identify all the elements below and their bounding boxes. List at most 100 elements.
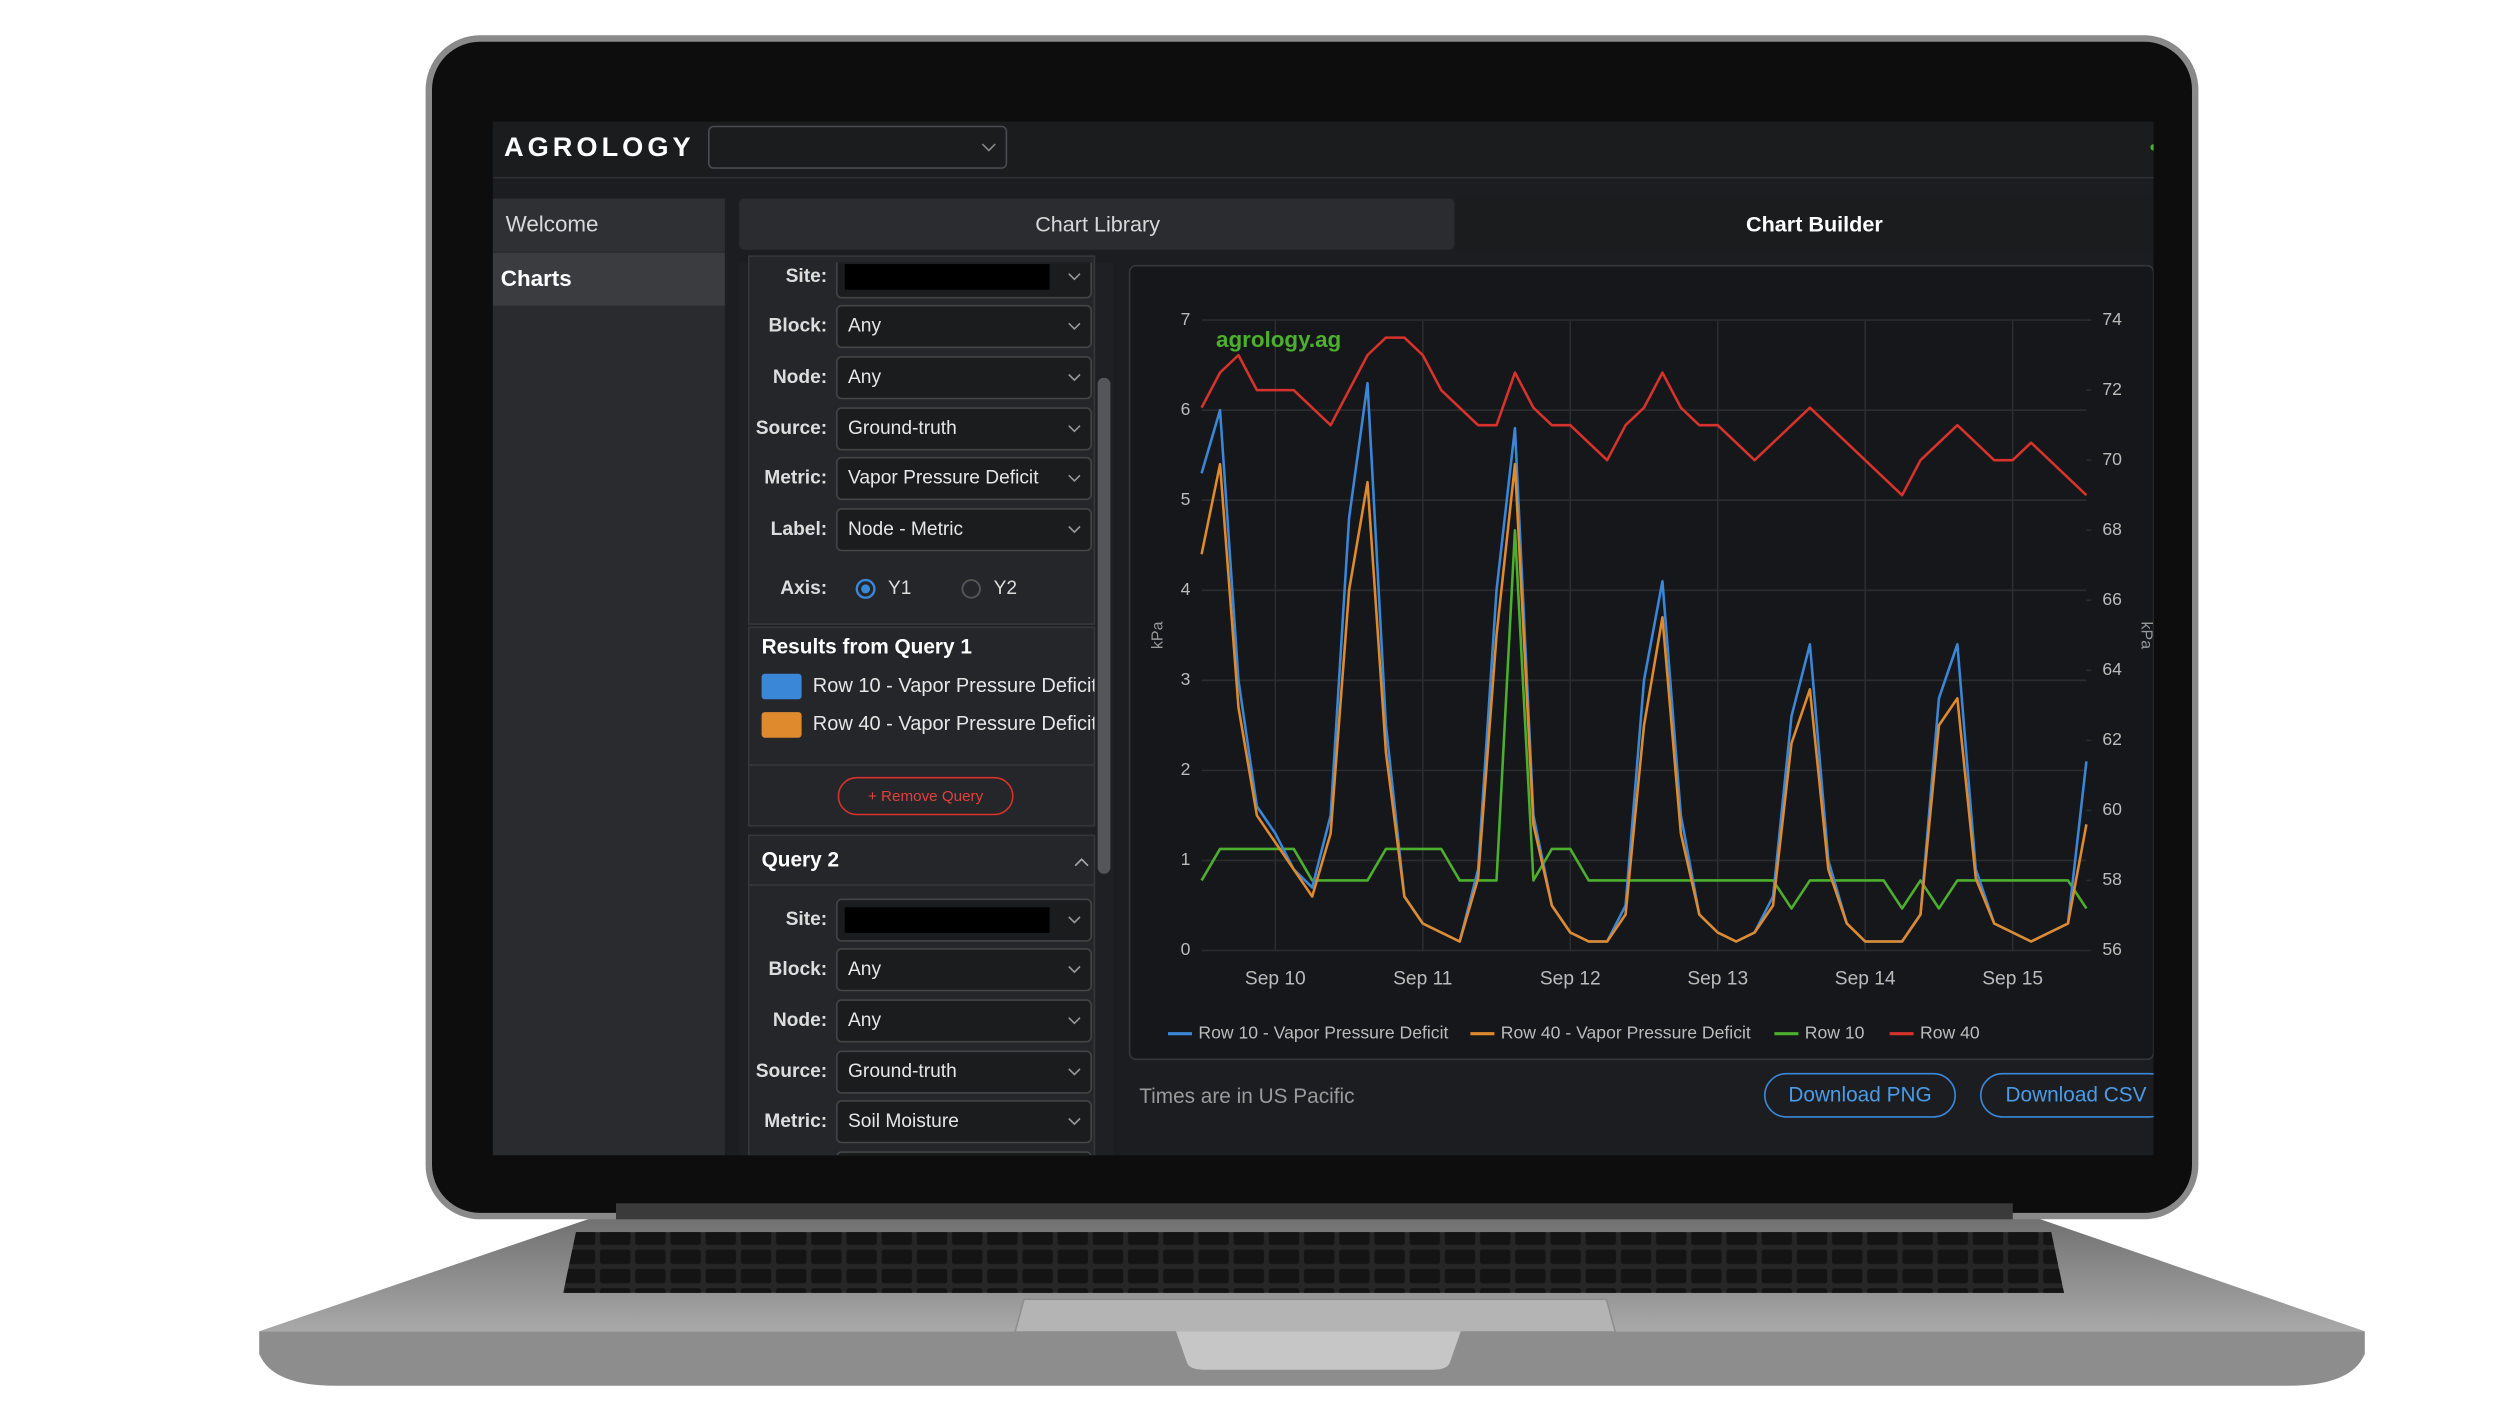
radio-label[interactable]: Y2 [994,578,1017,599]
field-label: Block: [769,959,828,980]
tab[interactable] [739,198,1455,250]
field-label: Source: [756,418,827,439]
sidebar [492,198,725,1156]
radio-selected[interactable] [855,578,876,599]
field-label: Site: [786,909,828,930]
select-chevron [1068,525,1081,534]
query2-title: Query 2 [762,848,839,871]
status-dot [2150,144,2154,151]
hinge [616,1203,2013,1220]
axis-label: Axis: [780,578,827,599]
series-line [1200,462,2088,943]
field-label: Node: [773,367,827,388]
series-line [1200,528,2088,910]
download-png-label[interactable]: Download PNG [1788,1084,1931,1107]
site-redacted [844,264,1050,290]
select[interactable] [836,508,1092,552]
brand: AGROLOGY [504,131,695,162]
sidebar-item-bg[interactable] [492,198,725,252]
y2-tick-label: 66 [2102,589,2122,609]
keyboard-keys [563,1232,2065,1293]
select[interactable] [836,1100,1092,1144]
y2-tick-label: 64 [2102,659,2122,679]
select[interactable] [836,1050,1092,1094]
y-tick-label: 2 [1181,759,1191,779]
result-label: Row 40 - Vapor Pressure Deficit [813,713,1098,735]
select[interactable] [836,999,1092,1043]
legend-label: Row 10 - Vapor Pressure Deficit [1198,1022,1448,1042]
site-redacted [844,907,1050,933]
y-tick-label: 4 [1181,579,1191,599]
select-value: Any [848,367,881,388]
collapse-chevron[interactable] [1074,858,1089,867]
select-value: Ground-truth [848,418,957,439]
select[interactable] [836,304,1092,349]
y2-tick-label: 56 [2102,939,2122,959]
remove-query-label[interactable]: + Remove Query [868,788,984,805]
results-title: Results from Query 1 [762,636,972,659]
app: AGROLOGY Welcome Charts Chart Library Ch… [492,121,2171,1194]
field-label: Metric: [764,468,827,489]
select[interactable] [836,456,1092,501]
download-csv-label[interactable]: Download CSV [2005,1084,2146,1107]
watermark: agrology.ag [1216,327,1341,352]
tab-label[interactable]: Chart Builder [1746,211,1883,236]
results-box [748,626,1096,827]
select[interactable] [836,407,1092,451]
field-label: Label: [771,519,828,540]
y-tick-label: 1 [1181,849,1191,869]
x-tick-label: Sep 13 [1687,968,1748,989]
y2-tick-label: 58 [2102,869,2122,889]
scrollbar[interactable] [1097,377,1111,874]
radio[interactable] [961,579,981,599]
select-chevron [1068,1117,1081,1126]
site-dropdown[interactable] [708,125,1008,169]
laptop-notch [1176,1331,1461,1370]
legend-label: Row 40 [1920,1022,1980,1042]
tab-active[interactable] [1456,198,2154,250]
y2-tick-label: 74 [2102,309,2122,329]
y2-tick-label: 68 [2102,519,2122,539]
result-swatch [761,712,802,738]
sidebar-item-active[interactable] [492,252,725,306]
dropdown-chevron [981,143,996,152]
download-csv-button[interactable] [1980,1072,2171,1118]
y-tick-label: 6 [1181,399,1191,419]
chart-panel [1128,264,2154,1061]
sidebar-item[interactable]: Welcome [506,212,599,237]
y2-tick-label: 62 [2102,729,2122,749]
series-line [1200,381,2088,943]
select-chevron [1068,373,1081,382]
timezone-note: Times are in US Pacific [1139,1085,1354,1108]
radio-label[interactable]: Y1 [888,578,911,599]
y-tick-label: 7 [1181,309,1191,329]
x-tick-label: Sep 12 [1540,968,1601,989]
field-label: Node: [773,1010,827,1031]
legend-label: Row 40 - Vapor Pressure Deficit [1501,1022,1751,1042]
sidebar-item[interactable]: Charts [501,266,572,291]
y-tick-label: 5 [1181,489,1191,509]
x-tick-label: Sep 15 [1982,968,2043,989]
select-chevron [1068,322,1081,331]
select-chevron [1068,474,1081,483]
select-value: Vapor Pressure Deficit [848,468,1039,489]
select-value: Ground-truth [848,1061,957,1082]
tab-label[interactable]: Chart Library [1035,211,1160,236]
field-label: Block: [769,316,828,337]
select-chevron [1068,916,1081,924]
legend-label: Row 10 [1805,1022,1865,1042]
remove-query-button[interactable] [837,776,1014,816]
y2-tick-label: 60 [2102,799,2122,819]
field-label: Site: [786,266,828,287]
x-tick-label: Sep 14 [1835,968,1896,989]
select-chevron [1068,1017,1081,1025]
select[interactable] [836,356,1092,400]
y-tick-label: 0 [1181,939,1191,959]
download-png-button[interactable] [1764,1072,1956,1118]
series-line [1200,336,2088,497]
radio-dot [861,584,871,594]
select[interactable] [836,1151,1092,1194]
select[interactable] [836,948,1092,992]
